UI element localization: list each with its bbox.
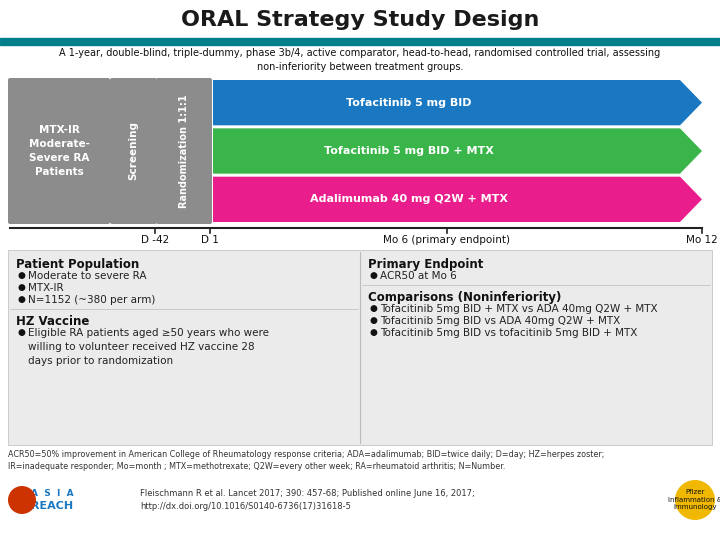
Bar xyxy=(0,38,720,45)
Text: Comparisons (Noninferiority): Comparisons (Noninferiority) xyxy=(368,291,562,304)
Text: Tofacitinib 5mg BID vs ADA 40mg Q2W + MTX: Tofacitinib 5mg BID vs ADA 40mg Q2W + MT… xyxy=(380,316,620,326)
Text: MTX-IR: MTX-IR xyxy=(28,283,63,293)
FancyBboxPatch shape xyxy=(110,78,157,224)
Text: Tofacitinib 5mg BID + MTX vs ADA 40mg Q2W + MTX: Tofacitinib 5mg BID + MTX vs ADA 40mg Q2… xyxy=(380,304,657,314)
Text: ACR50=50% improvement in American College of Rheumatology response criteria; ADA: ACR50=50% improvement in American Colleg… xyxy=(8,450,604,471)
Text: D 1: D 1 xyxy=(201,235,219,245)
Text: Tofacitinib 5 mg BID + MTX: Tofacitinib 5 mg BID + MTX xyxy=(324,146,494,156)
Text: ●: ● xyxy=(18,283,26,292)
Text: Tofacitinib 5 mg BID: Tofacitinib 5 mg BID xyxy=(346,98,472,107)
Text: N=1152 (~380 per arm): N=1152 (~380 per arm) xyxy=(28,295,156,305)
Text: D -42: D -42 xyxy=(141,235,169,245)
Text: ●: ● xyxy=(18,295,26,304)
Text: Eligible RA patients aged ≥50 years who were
willing to volunteer received HZ va: Eligible RA patients aged ≥50 years who … xyxy=(28,328,269,366)
Text: MTX-IR
Moderate-
Severe RA
Patients: MTX-IR Moderate- Severe RA Patients xyxy=(29,125,89,177)
FancyBboxPatch shape xyxy=(156,78,212,224)
Circle shape xyxy=(8,486,36,514)
Polygon shape xyxy=(213,177,702,222)
Text: HZ Vaccine: HZ Vaccine xyxy=(16,315,89,328)
Text: Fleischmann R et al. Lancet 2017; 390: 457-68; Published online June 16, 2017;
h: Fleischmann R et al. Lancet 2017; 390: 4… xyxy=(140,489,474,511)
Text: ●: ● xyxy=(18,328,26,337)
Text: ●: ● xyxy=(370,328,378,337)
Text: ●: ● xyxy=(370,304,378,313)
Text: A 1-year, double-blind, triple-dummy, phase 3b/4, active comparator, head-to-hea: A 1-year, double-blind, triple-dummy, ph… xyxy=(59,48,661,72)
FancyBboxPatch shape xyxy=(8,78,110,224)
Text: Tofacitinib 5mg BID vs tofacitinib 5mg BID + MTX: Tofacitinib 5mg BID vs tofacitinib 5mg B… xyxy=(380,328,637,338)
Text: ●: ● xyxy=(370,316,378,325)
Text: ●: ● xyxy=(18,271,26,280)
Text: REACH: REACH xyxy=(31,501,73,511)
Polygon shape xyxy=(213,129,702,174)
Text: Mo 12: Mo 12 xyxy=(686,235,718,245)
Text: Randomization 1:1:1: Randomization 1:1:1 xyxy=(179,94,189,208)
Text: Patient Population: Patient Population xyxy=(16,258,139,271)
Text: Mo 6 (primary endpoint): Mo 6 (primary endpoint) xyxy=(383,235,510,245)
Text: A  S  I  A: A S I A xyxy=(31,489,73,498)
Text: Primary Endpoint: Primary Endpoint xyxy=(368,258,483,271)
Text: Adalimumab 40 mg Q2W + MTX: Adalimumab 40 mg Q2W + MTX xyxy=(310,194,508,204)
Text: ●: ● xyxy=(370,271,378,280)
Text: ACR50 at Mo 6: ACR50 at Mo 6 xyxy=(380,271,456,281)
Text: Screening: Screening xyxy=(128,122,138,180)
Circle shape xyxy=(675,480,715,520)
Bar xyxy=(8,250,712,445)
Text: ORAL Strategy Study Design: ORAL Strategy Study Design xyxy=(181,10,539,30)
Text: Moderate to severe RA: Moderate to severe RA xyxy=(28,271,146,281)
Polygon shape xyxy=(213,80,702,125)
Text: Pfizer
Inflammation &
Immunology: Pfizer Inflammation & Immunology xyxy=(668,489,720,510)
